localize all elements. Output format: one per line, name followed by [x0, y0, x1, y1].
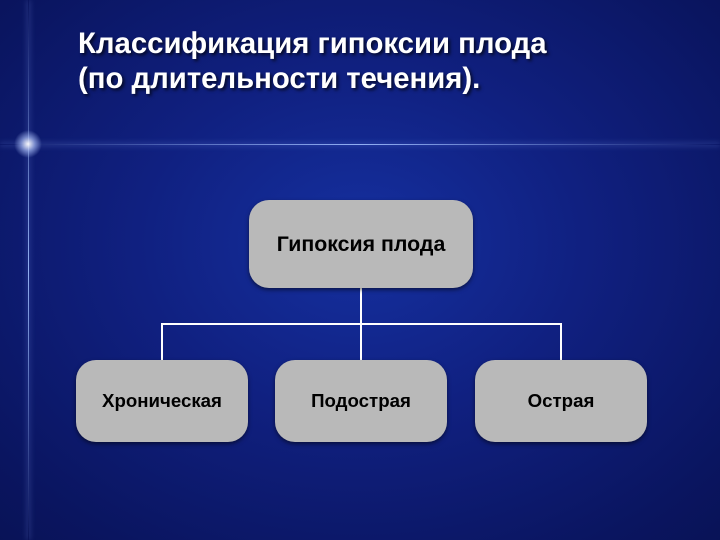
tree-connectors	[0, 0, 720, 540]
